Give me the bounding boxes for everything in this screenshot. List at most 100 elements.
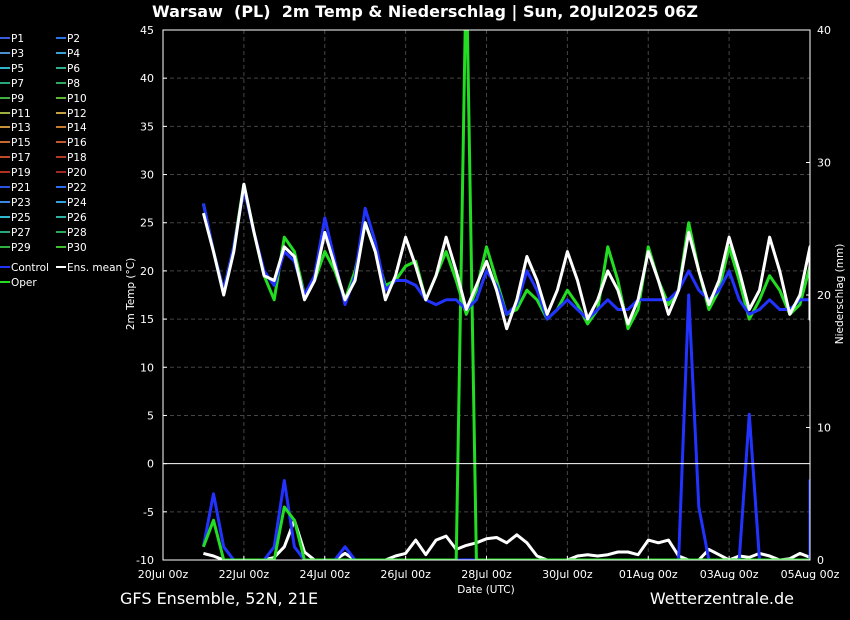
xtick-label-0: 20Jul 00z <box>138 568 189 581</box>
legend-item-p27: P27 <box>0 226 31 241</box>
legend-swatch <box>56 200 66 203</box>
legend-item-p17: P17 <box>0 151 31 166</box>
ytick-right-label-3: 10 <box>817 422 831 435</box>
legend-item-p10: P10 <box>56 92 87 107</box>
plot-frame <box>162 29 811 561</box>
legend-swatch <box>0 37 10 39</box>
ytick-right-label-1: 30 <box>817 157 831 170</box>
legend-item-p25: P25 <box>0 211 31 226</box>
y-axis-right-label: Niederschlag (mm) <box>834 244 846 345</box>
legend-item-p23: P23 <box>0 196 31 211</box>
legend-swatch <box>56 51 66 54</box>
legend-label: P6 <box>67 62 81 75</box>
legend-swatch <box>0 66 10 69</box>
legend-swatch <box>0 200 10 203</box>
legend-item-p7: P7 <box>0 77 24 92</box>
ytick-left-label-2: 35 <box>140 120 154 133</box>
legend-swatch <box>0 126 10 129</box>
legend-label: P5 <box>11 62 25 75</box>
legend-label: P25 <box>11 211 31 224</box>
legend-label: P22 <box>67 182 87 194</box>
legend-swatch <box>0 141 10 144</box>
source-credit: Wetterzentrale.de <box>649 589 794 608</box>
y-axis-left-label: 2m Temp (°C) <box>125 258 137 330</box>
legend-item-p2: P2 <box>56 32 80 47</box>
legend-label: Oper <box>11 277 37 290</box>
legend-label: P1 <box>11 33 25 45</box>
legend-label: P27 <box>11 226 31 239</box>
legend-label: P15 <box>11 137 31 150</box>
chart-axes <box>162 29 811 561</box>
ytick-right-label-2: 20 <box>817 289 831 302</box>
legend-swatch <box>0 111 10 114</box>
precip-line-ens-mean <box>203 518 810 560</box>
legend-label: P26 <box>67 211 87 224</box>
legend-swatch <box>56 245 66 248</box>
precip-lines <box>201 30 810 560</box>
chart-title: Warsaw (PL) 2m Temp & Niederschlag | Sun… <box>152 2 698 21</box>
legend-swatch <box>56 126 66 129</box>
legend-swatch <box>0 171 10 174</box>
legend-label: P28 <box>67 226 87 239</box>
ytick-left-label-4: 25 <box>140 217 154 230</box>
legend-label: P29 <box>11 241 31 254</box>
legend-item-p11: P11 <box>0 107 31 122</box>
legend-label: P18 <box>67 152 87 165</box>
ytick-left-label-3: 30 <box>140 169 154 182</box>
legend-swatch <box>56 171 66 174</box>
legend-swatch <box>56 111 66 114</box>
legend-label: P23 <box>11 196 31 209</box>
legend-swatch <box>0 51 10 54</box>
legend-label: P21 <box>11 182 31 194</box>
ytick-left-label-6: 15 <box>140 313 154 326</box>
legend-label: P14 <box>67 122 87 135</box>
legend-label: P4 <box>67 47 81 60</box>
legend-item-p19: P19 <box>0 166 31 181</box>
legend-swatch <box>56 215 66 218</box>
legend-item-p20: P20 <box>56 166 87 181</box>
temp-line-control <box>201 187 810 321</box>
chart-grid <box>163 29 810 560</box>
legend-label: P7 <box>11 77 25 90</box>
tick-labels: 45 40 35 30 25 20 15 10 5 0 -5 -10 40 30 20 10 0 20Jul 00… <box>136 24 840 581</box>
xtick-label-2: 24Jul 00z <box>299 568 350 581</box>
legend-swatch <box>0 186 10 188</box>
ytick-left-label-9: 0 <box>147 458 154 471</box>
x-axis-label: Date (UTC) <box>457 584 514 596</box>
legend-item-ens-mean: Ens. mean <box>56 261 122 276</box>
ytick-left-label-11: -10 <box>136 554 154 567</box>
legend-swatch <box>56 96 66 99</box>
legend-swatch <box>56 230 66 233</box>
legend-swatch <box>56 81 66 84</box>
legend-item-p5: P5 <box>0 62 24 77</box>
xtick-label-6: 01Aug 00z <box>619 568 678 581</box>
legend-item-oper: Oper <box>0 276 37 291</box>
legend-label: P17 <box>11 152 31 165</box>
legend-swatch <box>56 141 66 144</box>
model-info: GFS Ensemble, 52N, 21E <box>120 589 319 608</box>
xtick-label-1: 22Jul 00z <box>219 568 270 581</box>
precip-line-control <box>201 293 810 560</box>
ytick-right-label-4: 0 <box>817 554 824 567</box>
legend-label: P8 <box>67 77 81 90</box>
legend-swatch <box>0 156 10 159</box>
xtick-label-7: 03Aug 00z <box>700 568 759 581</box>
legend-label: P24 <box>67 196 87 209</box>
legend-label: P2 <box>67 33 81 45</box>
legend-swatch <box>0 230 10 233</box>
ytick-left-label-1: 40 <box>140 72 154 85</box>
legend-swatch <box>56 66 66 69</box>
precip-line-oper <box>201 30 810 560</box>
legend-item-p30: P30 <box>56 241 87 256</box>
legend-item-control: Control <box>0 261 49 276</box>
xtick-label-3: 26Jul 00z <box>380 568 431 581</box>
xtick-label-5: 30Jul 00z <box>542 568 593 581</box>
legend-item-p18: P18 <box>56 151 87 166</box>
ytick-left-label-10: -5 <box>143 506 154 519</box>
legend-item-p24: P24 <box>56 196 87 211</box>
legend-swatch <box>0 215 10 218</box>
legend-item-p29: P29 <box>0 241 31 256</box>
legend-swatch <box>56 156 66 159</box>
legend-swatch <box>0 266 10 269</box>
legend-swatch <box>56 186 66 188</box>
